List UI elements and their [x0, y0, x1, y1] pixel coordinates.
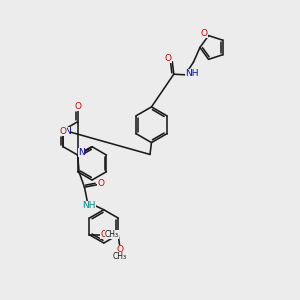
- Text: CH₃: CH₃: [112, 252, 127, 261]
- Text: NH: NH: [82, 201, 96, 210]
- Text: N: N: [78, 148, 85, 157]
- Text: O: O: [116, 245, 123, 254]
- Text: CH₃: CH₃: [105, 230, 119, 239]
- Text: NH: NH: [185, 68, 198, 77]
- Text: O: O: [60, 127, 67, 136]
- Text: N: N: [64, 127, 70, 136]
- Text: O: O: [97, 179, 104, 188]
- Text: O: O: [201, 29, 208, 38]
- Text: O: O: [165, 54, 172, 63]
- Text: O: O: [100, 230, 107, 239]
- Text: O: O: [74, 102, 81, 111]
